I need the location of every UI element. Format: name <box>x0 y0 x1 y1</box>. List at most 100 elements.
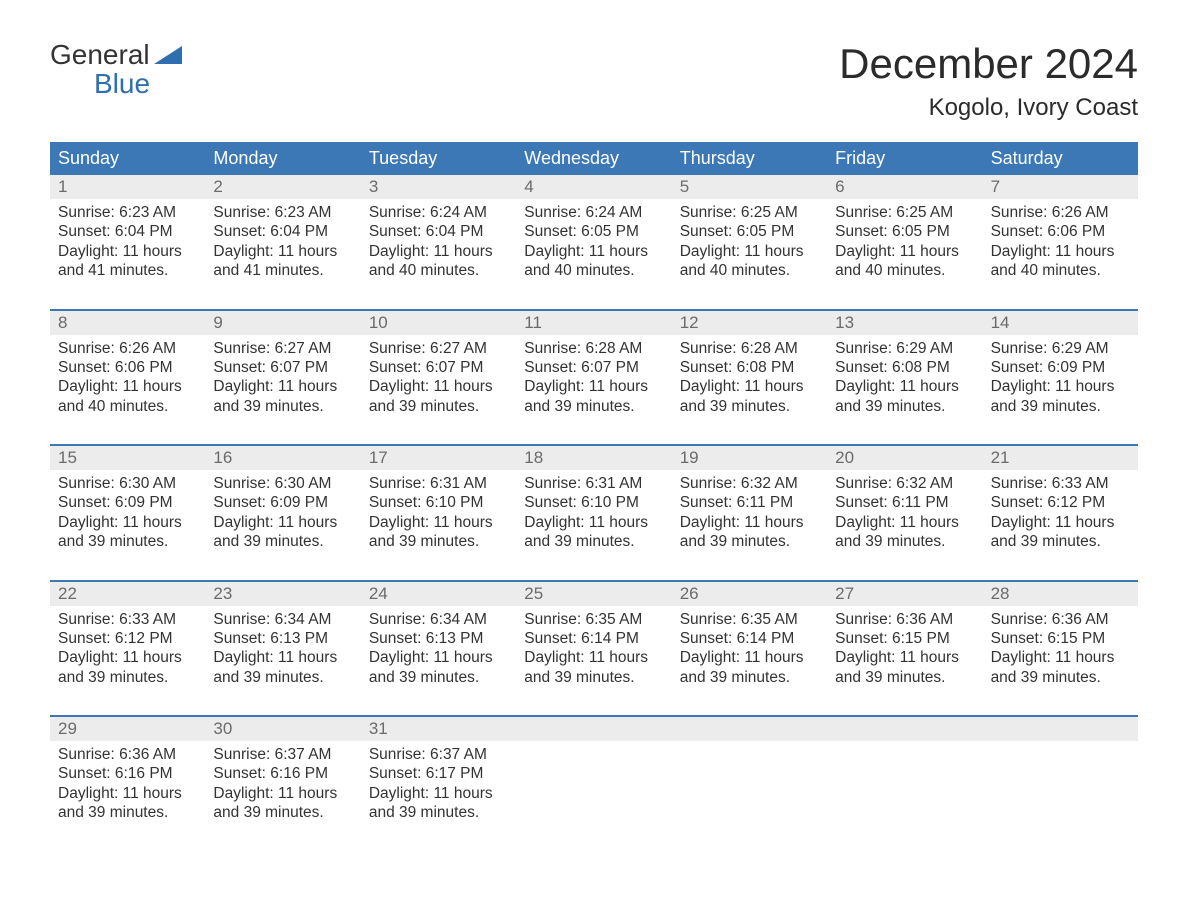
sunset-line: Sunset: 6:07 PM <box>524 358 663 377</box>
day-number: 14 <box>983 311 1138 335</box>
daylight-line-1: Daylight: 11 hours <box>680 377 819 396</box>
daylight-line-2: and 40 minutes. <box>369 261 508 280</box>
daylight-line-1: Daylight: 11 hours <box>835 648 974 667</box>
week-row: 22232425262728Sunrise: 6:33 AMSunset: 6:… <box>50 580 1138 698</box>
sunrise-line: Sunrise: 6:32 AM <box>680 474 819 493</box>
day-cell: Sunrise: 6:36 AMSunset: 6:16 PMDaylight:… <box>50 741 205 833</box>
day-cell: Sunrise: 6:35 AMSunset: 6:14 PMDaylight:… <box>672 606 827 698</box>
daylight-line-2: and 39 minutes. <box>58 668 197 687</box>
sunrise-line: Sunrise: 6:34 AM <box>369 610 508 629</box>
sunset-line: Sunset: 6:14 PM <box>680 629 819 648</box>
sunset-line: Sunset: 6:13 PM <box>369 629 508 648</box>
day-cell: Sunrise: 6:29 AMSunset: 6:08 PMDaylight:… <box>827 335 982 427</box>
daylight-line-1: Daylight: 11 hours <box>58 242 197 261</box>
sunset-line: Sunset: 6:16 PM <box>58 764 197 783</box>
sunrise-line: Sunrise: 6:27 AM <box>369 339 508 358</box>
sunrise-line: Sunrise: 6:27 AM <box>213 339 352 358</box>
sunrise-line: Sunrise: 6:37 AM <box>213 745 352 764</box>
day-cell: Sunrise: 6:26 AMSunset: 6:06 PMDaylight:… <box>50 335 205 427</box>
sunset-line: Sunset: 6:10 PM <box>524 493 663 512</box>
day-number: 3 <box>361 175 516 199</box>
day-number: 28 <box>983 582 1138 606</box>
sunset-line: Sunset: 6:09 PM <box>58 493 197 512</box>
week-row: 1234567Sunrise: 6:23 AMSunset: 6:04 PMDa… <box>50 175 1138 291</box>
sunrise-line: Sunrise: 6:33 AM <box>991 474 1130 493</box>
day-number: 12 <box>672 311 827 335</box>
weekday-header: Sunday <box>50 142 205 175</box>
day-cell: Sunrise: 6:33 AMSunset: 6:12 PMDaylight:… <box>983 470 1138 562</box>
sunset-line: Sunset: 6:05 PM <box>835 222 974 241</box>
day-number: 15 <box>50 446 205 470</box>
sunset-line: Sunset: 6:06 PM <box>991 222 1130 241</box>
day-number: 18 <box>516 446 671 470</box>
sunrise-line: Sunrise: 6:35 AM <box>524 610 663 629</box>
daynum-strip: 22232425262728 <box>50 582 1138 606</box>
daylight-line-1: Daylight: 11 hours <box>58 784 197 803</box>
daylight-line-2: and 39 minutes. <box>524 532 663 551</box>
weekday-header: Saturday <box>983 142 1138 175</box>
sunrise-line: Sunrise: 6:29 AM <box>835 339 974 358</box>
day-number: 17 <box>361 446 516 470</box>
daylight-line-2: and 39 minutes. <box>991 532 1130 551</box>
day-number: 27 <box>827 582 982 606</box>
daylight-line-1: Daylight: 11 hours <box>369 648 508 667</box>
daylight-line-1: Daylight: 11 hours <box>680 648 819 667</box>
sunset-line: Sunset: 6:05 PM <box>680 222 819 241</box>
day-cell: Sunrise: 6:24 AMSunset: 6:05 PMDaylight:… <box>516 199 671 291</box>
daylight-line-1: Daylight: 11 hours <box>524 513 663 532</box>
sunrise-line: Sunrise: 6:25 AM <box>835 203 974 222</box>
daylight-line-1: Daylight: 11 hours <box>213 513 352 532</box>
day-number: 29 <box>50 717 205 741</box>
day-cell: Sunrise: 6:36 AMSunset: 6:15 PMDaylight:… <box>827 606 982 698</box>
sunset-line: Sunset: 6:08 PM <box>835 358 974 377</box>
day-number: 1 <box>50 175 205 199</box>
day-cell: Sunrise: 6:33 AMSunset: 6:12 PMDaylight:… <box>50 606 205 698</box>
sunrise-line: Sunrise: 6:26 AM <box>58 339 197 358</box>
weekday-header: Wednesday <box>516 142 671 175</box>
day-cell <box>516 741 671 833</box>
daylight-line-2: and 39 minutes. <box>524 668 663 687</box>
sunrise-line: Sunrise: 6:36 AM <box>991 610 1130 629</box>
day-cell <box>983 741 1138 833</box>
weekday-header: Monday <box>205 142 360 175</box>
day-cell: Sunrise: 6:23 AMSunset: 6:04 PMDaylight:… <box>205 199 360 291</box>
daylight-line-1: Daylight: 11 hours <box>835 242 974 261</box>
daylight-line-1: Daylight: 11 hours <box>369 513 508 532</box>
sunset-line: Sunset: 6:04 PM <box>58 222 197 241</box>
daylight-line-2: and 40 minutes. <box>58 397 197 416</box>
sunrise-line: Sunrise: 6:23 AM <box>213 203 352 222</box>
week-row: 293031Sunrise: 6:36 AMSunset: 6:16 PMDay… <box>50 715 1138 833</box>
daylight-line-1: Daylight: 11 hours <box>213 242 352 261</box>
sunrise-line: Sunrise: 6:26 AM <box>991 203 1130 222</box>
sunrise-line: Sunrise: 6:35 AM <box>680 610 819 629</box>
weekday-header: Thursday <box>672 142 827 175</box>
daylight-line-1: Daylight: 11 hours <box>58 377 197 396</box>
daylight-line-1: Daylight: 11 hours <box>991 377 1130 396</box>
sunset-line: Sunset: 6:05 PM <box>524 222 663 241</box>
day-number: 9 <box>205 311 360 335</box>
day-cell <box>672 741 827 833</box>
daylight-line-2: and 39 minutes. <box>991 397 1130 416</box>
daylight-line-1: Daylight: 11 hours <box>524 648 663 667</box>
day-cell: Sunrise: 6:37 AMSunset: 6:16 PMDaylight:… <box>205 741 360 833</box>
calendar: SundayMondayTuesdayWednesdayThursdayFrid… <box>50 142 1138 833</box>
daylight-line-1: Daylight: 11 hours <box>369 377 508 396</box>
daylight-line-2: and 39 minutes. <box>213 803 352 822</box>
daylight-line-2: and 39 minutes. <box>991 668 1130 687</box>
sunrise-line: Sunrise: 6:37 AM <box>369 745 508 764</box>
sunrise-line: Sunrise: 6:31 AM <box>369 474 508 493</box>
daylight-line-2: and 39 minutes. <box>835 668 974 687</box>
daynum-strip: 891011121314 <box>50 311 1138 335</box>
day-cell: Sunrise: 6:34 AMSunset: 6:13 PMDaylight:… <box>361 606 516 698</box>
sunset-line: Sunset: 6:16 PM <box>213 764 352 783</box>
daylight-line-2: and 40 minutes. <box>680 261 819 280</box>
sunset-line: Sunset: 6:07 PM <box>369 358 508 377</box>
daylight-line-1: Daylight: 11 hours <box>524 242 663 261</box>
daylight-line-1: Daylight: 11 hours <box>213 784 352 803</box>
day-cell: Sunrise: 6:29 AMSunset: 6:09 PMDaylight:… <box>983 335 1138 427</box>
logo-word1: General <box>50 40 150 69</box>
sunrise-line: Sunrise: 6:24 AM <box>369 203 508 222</box>
daylight-line-2: and 39 minutes. <box>213 668 352 687</box>
day-cell: Sunrise: 6:25 AMSunset: 6:05 PMDaylight:… <box>672 199 827 291</box>
daylight-line-2: and 39 minutes. <box>213 397 352 416</box>
